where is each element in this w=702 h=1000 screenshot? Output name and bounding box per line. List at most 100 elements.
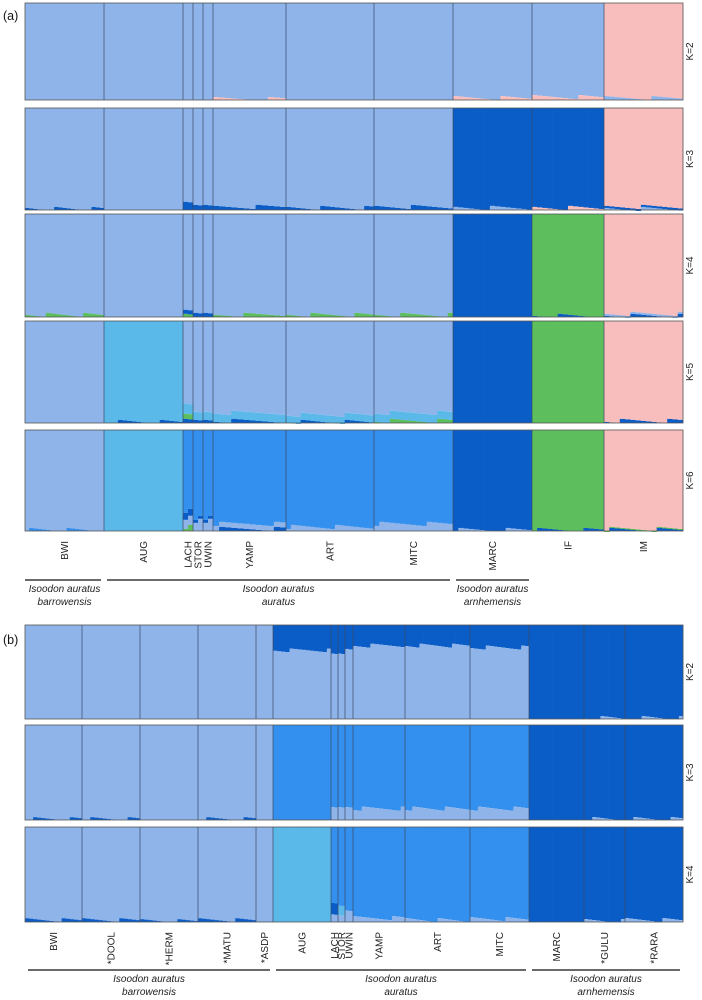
ancestry-segment [169,625,174,719]
ancestry-segment [123,827,128,919]
ancestry-segment [392,916,397,922]
ancestry-segment [188,419,194,423]
ancestry-segment [416,525,422,531]
ancestry-segment [612,625,618,718]
ancestry-segment [251,818,257,820]
ancestry-segment [600,625,605,717]
ancestry-segment [395,108,401,208]
ancestry-segment [604,313,610,316]
ancestry-segment [214,920,220,922]
ancestry-segment [604,207,610,210]
ancestry-segment [267,321,275,414]
ancestry-segment [218,625,224,719]
ancestry-segment [412,827,417,920]
ancestry-segment [426,625,431,645]
ancestry-segment [521,725,526,808]
ancestry-segment [193,214,199,313]
ancestry-segment [25,430,30,531]
ancestry-segment [320,214,326,314]
ancestry-segment [374,827,380,919]
ancestry-segment [177,625,182,719]
taxon-subspecies: auratus [384,987,417,998]
ancestry-segment [148,827,153,921]
ancestry-segment [532,108,538,207]
ancestry-segment [208,430,214,516]
ancestry-segment [74,528,80,531]
ancestry-segment [156,827,162,922]
ancestry-segment [193,204,199,210]
ancestry-segment [448,827,453,920]
ancestry-segment [225,527,232,531]
ancestry-segment [144,919,149,923]
ancestry-segment [584,827,589,920]
ancestry-segment [102,625,108,719]
ancestry-segment [310,413,316,421]
ancestry-segment [178,108,184,210]
ancestry-segment [315,321,321,415]
ancestry-segment [95,108,101,208]
ancestry-segment [651,531,658,533]
ancestry-segment [219,3,226,98]
ancestry-segment [185,725,191,820]
ancestry-segment [98,625,104,719]
ancestry-segment [345,807,350,820]
ancestry-segment [322,827,328,922]
ancestry-segment [501,827,506,922]
ancestry-segment [667,418,673,423]
ancestry-segment [537,3,543,96]
ancestry-segment [667,321,673,419]
row-frame [24,826,684,923]
ancestry-segment [29,321,34,423]
ancestry-segment [99,314,105,317]
ancestry-segment [260,625,265,719]
ancestry-segment [334,654,339,719]
ancestry-segment [338,807,342,820]
ancestry-segment [123,918,128,922]
ancestry-segment [41,108,47,210]
ancestry-segment [369,108,375,207]
k-label: K=6 [685,471,696,490]
ancestry-segment [74,214,80,317]
ancestry-segment [218,827,224,921]
ancestry-segment [286,108,292,207]
ancestry-segment [588,725,593,820]
ancestry-segment [361,647,367,719]
ancestry-segment [557,313,564,317]
ancestry-segment [58,3,63,100]
ancestry-segment [66,214,72,316]
ancestry-segment [219,97,226,100]
ancestry-segment [576,827,581,922]
ancestry-segment [214,625,220,719]
ancestry-segment [548,827,553,922]
ancestry-segment [430,827,435,922]
ancestry-segment [529,625,534,719]
ancestry-segment [310,650,315,719]
ancestry-segment [604,108,610,206]
ancestry-segment [453,206,459,210]
ancestry-segment [273,650,278,719]
population-label-im: IM [639,541,650,552]
ancestry-segment [405,108,412,209]
ancestry-segment [552,430,559,530]
ancestry-segment [66,108,72,209]
ancestry-segment [521,645,526,719]
ancestry-segment [521,3,528,99]
ancestry-segment [349,430,355,527]
ancestry-segment [136,108,142,210]
ancestry-segment [279,214,287,316]
ancestry-segment [225,98,232,100]
k-label: K=2 [685,42,696,61]
ancestry-segment [290,321,297,417]
ancestry-segment [568,98,574,100]
ancestry-segment [654,717,659,719]
taxon-subspecies: barrowensis [38,597,92,608]
ancestry-segment [537,108,543,208]
ancestry-segment [500,214,507,317]
ancestry-segment [325,314,331,317]
ancestry-segment [314,827,319,922]
ancestry-segment [444,806,449,820]
ancestry-segment [484,214,491,317]
ancestry-segment [25,207,30,210]
ancestry-segment [573,214,579,316]
taxon-name: Isoodon auratus [243,584,315,595]
